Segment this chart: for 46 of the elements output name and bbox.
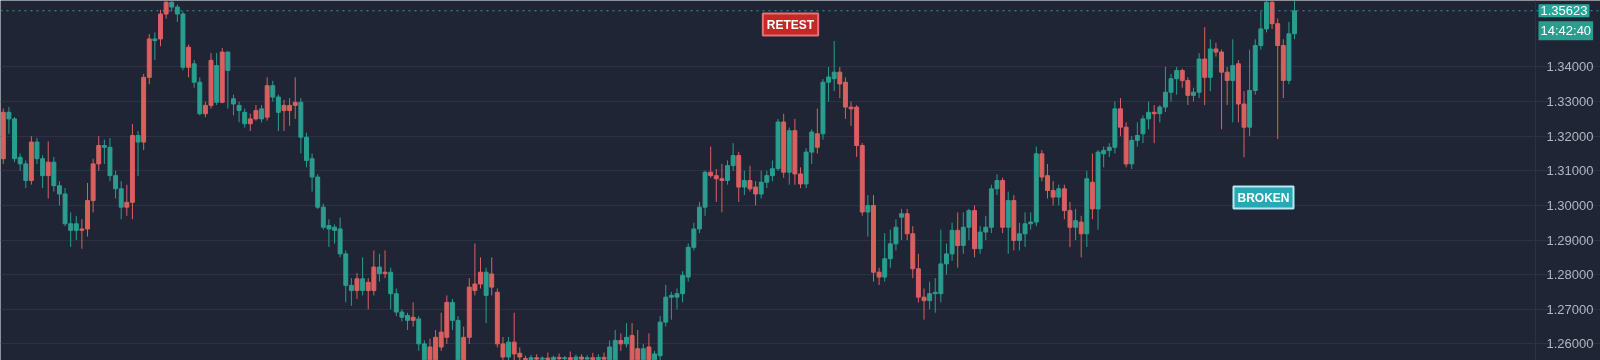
- candlestick: [506, 336, 512, 360]
- candlestick: [186, 43, 192, 78]
- candlestick: [556, 353, 562, 360]
- y-tick-label: 1.33000: [1546, 94, 1594, 110]
- candlestick: [741, 170, 747, 196]
- annotation: RETEST: [766, 17, 815, 32]
- candlestick: [483, 267, 489, 324]
- y-tick-label: 1.30000: [1546, 197, 1594, 213]
- candlestick: [410, 301, 416, 328]
- annotation: 14:42:40: [1540, 23, 1592, 39]
- candlestick: [814, 108, 820, 154]
- candlestick: [899, 208, 905, 241]
- candlestick: [624, 322, 629, 348]
- candlestick: [45, 140, 51, 199]
- y-tick-label: 1.31000: [1546, 163, 1594, 179]
- candlestick: [545, 352, 551, 360]
- candlestick: [360, 256, 366, 296]
- candlestick: [382, 249, 388, 279]
- candlestick: [231, 94, 236, 116]
- candlestick: [152, 31, 158, 61]
- candlestick: [1056, 184, 1062, 206]
- candlestick: [1078, 215, 1084, 258]
- candlestick: [601, 352, 607, 360]
- candlestick: [1073, 208, 1079, 241]
- candlestick: [865, 194, 871, 238]
- y-tick-label: 1.34000: [1546, 59, 1594, 75]
- candlestick: [618, 333, 624, 352]
- candlestick: [955, 211, 961, 269]
- candlestick: [489, 256, 495, 296]
- candlestick: [1230, 38, 1236, 123]
- candlestick: [225, 50, 231, 109]
- y-tick-label: 1.27000: [1546, 301, 1594, 317]
- candlestick: [354, 272, 360, 300]
- candlestick: [1202, 26, 1208, 106]
- y-tick-label: 1.26000: [1546, 336, 1594, 352]
- annotation: BROKEN: [1237, 190, 1290, 205]
- y-tick-label: 1.29000: [1546, 232, 1594, 248]
- candlestick: [1151, 104, 1157, 144]
- ref-line-label: 1.35623: [1540, 3, 1588, 19]
- candlestick: [646, 333, 652, 360]
- candlestick: [376, 253, 382, 283]
- y-tick-label: 1.28000: [1546, 267, 1594, 283]
- candlestick: [236, 101, 242, 123]
- candlestick: [135, 130, 141, 177]
- candlestick: [242, 108, 248, 129]
- y-tick-label: 1.32000: [1546, 128, 1594, 144]
